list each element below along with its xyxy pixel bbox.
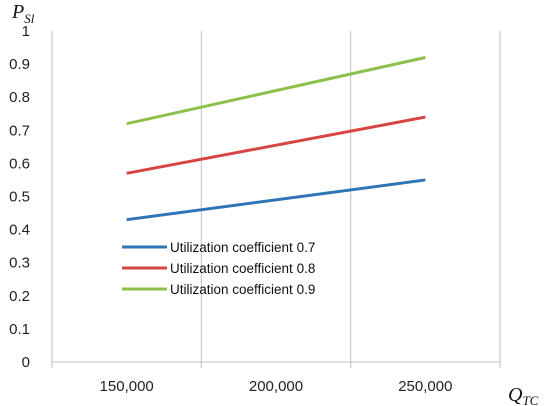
legend-label: Utilization coefficient 0.7: [170, 240, 315, 255]
x-tick-label: 150,000: [100, 378, 154, 395]
series-line: [126, 178, 426, 222]
axes: [51, 361, 501, 368]
y-axis-label-sub: Sl: [24, 11, 35, 26]
legend-label: Utilization coefficient 0.9: [170, 282, 315, 297]
x-axis-label: QTC: [508, 384, 539, 406]
y-axis-label: PSl: [11, 1, 35, 26]
legend: Utilization coefficient 0.7 Utilization c…: [122, 240, 315, 297]
y-tick-label: 0.8: [9, 89, 30, 106]
y-axis-label-main: P: [11, 1, 24, 23]
y-tick-label: 0: [22, 354, 30, 371]
y-tick-label: 0.4: [9, 222, 30, 239]
x-axis-label-sub: TC: [522, 393, 538, 406]
y-tick-label: 0.3: [9, 255, 30, 272]
series-lines: [126, 56, 426, 222]
x-tick-labels: 150,000 200,000 250,000: [100, 378, 453, 395]
x-tick-label: 200,000: [249, 378, 303, 395]
y-tick-label: 0.1: [9, 321, 30, 338]
y-tick-label: 0.5: [9, 189, 30, 206]
series-line: [126, 115, 426, 175]
legend-label: Utilization coefficient 0.8: [170, 261, 315, 276]
y-tick-label: 0.7: [9, 122, 30, 139]
y-tick-label: 0.2: [9, 288, 30, 305]
y-tick-label: 0.9: [9, 56, 30, 73]
x-axis-label-main: Q: [508, 384, 523, 406]
x-tick-label: 250,000: [398, 378, 452, 395]
y-tick-labels: 0 0.1 0.2 0.3 0.4 0.5 0.6 0.7 0.8 0.9 1: [9, 23, 30, 371]
y-tick-label: 0.6: [9, 155, 30, 172]
grid-lines: [51, 31, 501, 362]
series-line: [126, 56, 426, 126]
y-tick-label: 1: [22, 23, 30, 40]
